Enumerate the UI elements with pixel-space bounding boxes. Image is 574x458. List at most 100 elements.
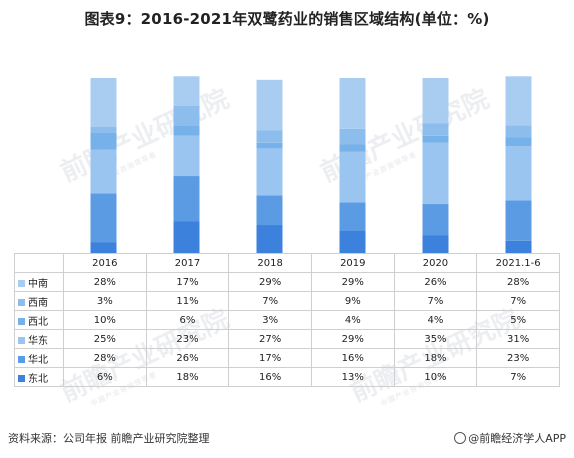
chart-title: 图表9：2016-2021年双鹭药业的销售区域结构(单位：%): [84, 10, 490, 28]
bar-segment-西北-2017: [173, 125, 200, 136]
bar-segment-西南-2018: [256, 130, 283, 143]
bar-segment-中南-2020: [422, 78, 449, 124]
table-cell: 3%: [228, 310, 312, 330]
table-cell: 26%: [145, 348, 230, 368]
table-cell: 16%: [228, 367, 312, 387]
legend-label: 中南: [28, 278, 48, 290]
bar-segment-华北-2018: [256, 195, 283, 226]
brand-logo-icon: [454, 432, 467, 444]
bar-segment-中南-2016: [90, 78, 117, 127]
bar-segment-东北-2017: [173, 221, 200, 253]
bar-segment-西北-2020: [422, 135, 449, 143]
bar-segment-东北-2019: [339, 230, 366, 254]
table-corner: [14, 253, 64, 273]
legend-swatch: [18, 318, 25, 325]
bar-segment-西南-2020: [422, 123, 449, 136]
table-cell: 9%: [310, 291, 395, 311]
legend-entry: 华北: [14, 348, 64, 368]
table-cell: 29%: [310, 272, 395, 292]
legend-entry: 东北: [14, 367, 64, 387]
bar-segment-华北-2021.1-6: [505, 200, 532, 241]
table-cell: 29%: [310, 329, 395, 349]
bar-segment-华东-2016: [90, 149, 117, 194]
table-cell: 10%: [393, 367, 478, 387]
table-cell: 28%: [476, 272, 560, 292]
legend-label: 西南: [28, 297, 48, 309]
bar-segment-华北-2020: [422, 204, 449, 236]
bar-segment-中南-2021.1-6: [505, 76, 532, 126]
legend-swatch: [18, 337, 25, 344]
legend-label: 华北: [28, 354, 48, 366]
table-cell: 28%: [63, 272, 147, 292]
bar-segment-东北-2018: [256, 225, 283, 253]
table-row: 华北 28% 26% 17% 16% 18% 23%: [14, 348, 560, 368]
table-cell: 5%: [476, 310, 560, 330]
table-cell: 11%: [145, 291, 230, 311]
table-row: 西北 10% 6% 3% 4% 4% 5%: [14, 310, 560, 330]
table-cell: 28%: [63, 348, 147, 368]
bar-segment-华北-2016: [90, 193, 117, 243]
legend-entry: 西南: [14, 291, 64, 311]
table-cell: 26%: [393, 272, 478, 292]
table-cell: 17%: [228, 348, 312, 368]
table-col-header: 2018: [228, 253, 312, 273]
table-row: 东北 6% 18% 16% 13% 10% 7%: [14, 367, 560, 387]
table-cell: 23%: [476, 348, 560, 368]
table-cell: 29%: [228, 272, 312, 292]
table-cell: 23%: [145, 329, 230, 349]
bar-segment-华东-2021.1-6: [505, 146, 532, 201]
table-header-row: 2016 2017 2018 2019 2020 2021.1-6: [14, 253, 560, 273]
table-cell: 27%: [228, 329, 312, 349]
bar-segment-中南-2017: [173, 76, 200, 107]
table-body: 中南 28% 17% 29% 29% 26% 28% 西南 3% 11% 7% 9% 7% 7% 西北 10%…: [14, 272, 560, 387]
table-cell: 18%: [145, 367, 230, 387]
table-cell: 7%: [228, 291, 312, 311]
table-col-header: 2021.1-6: [476, 253, 560, 273]
table-cell: 35%: [393, 329, 478, 349]
table-col-header: 2017: [145, 253, 230, 273]
table-col-header: 2016: [63, 253, 147, 273]
brand-text: @前瞻经济学人APP: [468, 432, 566, 445]
bar-segment-东北-2016: [90, 242, 117, 253]
table-row: 中南 28% 17% 29% 29% 26% 28%: [14, 272, 560, 292]
source-note: 资料来源：公司年报 前瞻产业研究院整理: [8, 432, 210, 445]
table-cell: 17%: [145, 272, 230, 292]
bar-segment-东北-2020: [422, 235, 449, 253]
bar-segment-中南-2018: [256, 79, 283, 131]
bar-segment-西北-2018: [256, 142, 283, 149]
footer: 资料来源：公司年报 前瞻产业研究院整理 @前瞻经济学人APP: [8, 430, 566, 446]
table-cell: 7%: [476, 367, 560, 387]
legend-label: 东北: [28, 373, 48, 385]
legend-entry: 中南: [14, 272, 64, 292]
table-cell: 3%: [63, 291, 147, 311]
table-col-header: 2020: [393, 253, 478, 273]
bar-segment-中南-2019: [339, 78, 366, 129]
table-cell: 4%: [393, 310, 478, 330]
table-cell: 13%: [310, 367, 395, 387]
table-cell: 25%: [63, 329, 147, 349]
bar-segment-西南-2016: [90, 127, 117, 133]
bar-segment-西北-2019: [339, 144, 366, 152]
table-cell: 10%: [63, 310, 147, 330]
bar-segment-西北-2021.1-6: [505, 137, 532, 147]
bar-segment-华东-2017: [173, 135, 200, 177]
bar-segment-西北-2016: [90, 132, 117, 150]
table-cell: 16%: [310, 348, 395, 368]
table-cell: 4%: [310, 310, 395, 330]
legend-swatch: [18, 375, 25, 382]
bar-segment-西南-2017: [173, 106, 200, 126]
stacked-bar-chart: [90, 76, 532, 254]
table-cell: 18%: [393, 348, 478, 368]
bar-segment-华北-2017: [173, 176, 200, 222]
bar-segment-西南-2021.1-6: [505, 125, 532, 138]
legend-entry: 西北: [14, 310, 64, 330]
table-row: 华东 25% 23% 27% 29% 35% 31%: [14, 329, 560, 349]
bar-segment-东北-2021.1-6: [505, 240, 532, 254]
bar-segment-华东-2020: [422, 142, 449, 205]
table-cell: 7%: [393, 291, 478, 311]
legend-swatch: [18, 280, 25, 287]
bar-segment-华东-2019: [339, 151, 366, 203]
legend-label: 西北: [28, 316, 48, 328]
data-table: 2016 2017 2018 2019 2020 2021.1-6 中南 28% 17% 29%…: [14, 253, 560, 387]
table-row: 西南 3% 11% 7% 9% 7% 7%: [14, 291, 560, 311]
